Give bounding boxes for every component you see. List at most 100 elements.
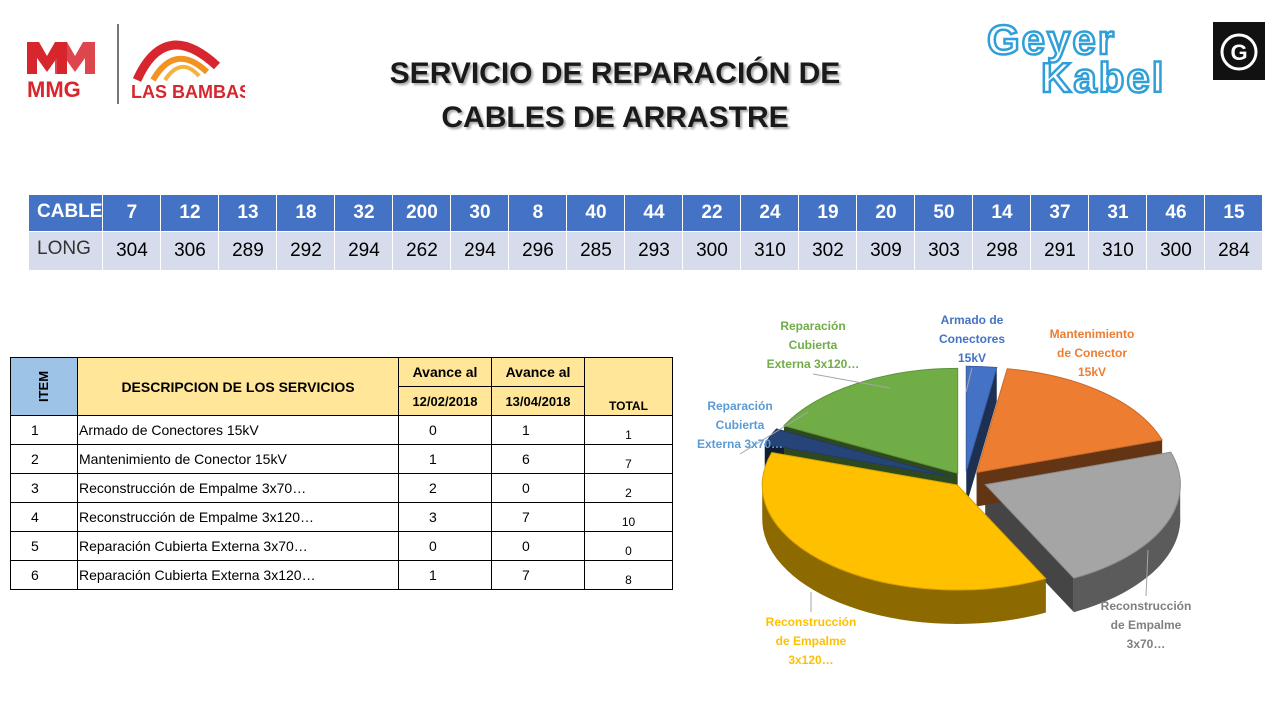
title-line-1: SERVICIO DE REPARACIÓN DE [389,57,841,90]
page-title: SERVICIO DE REPARACIÓN DE CABLES DE ARRA… [330,52,900,140]
progress-date-1: 12/02/2018 [398,386,492,416]
cable-id-cell: 15 [1204,194,1264,232]
cable-length-cell: 300 [1146,231,1206,271]
service-item-cell: 1 [10,415,78,445]
cable-length-cell: 303 [914,231,974,271]
pie-leader-line [1145,549,1149,597]
cable-id-cell: 8 [508,194,568,232]
total-header: TOTAL [584,357,673,416]
service-progress-1-cell: 1 [398,444,492,474]
g-logo: G [1213,22,1265,80]
pie-slice [975,368,1163,474]
service-progress-1-cell: 0 [398,415,492,445]
pie-slice-side [762,483,1046,624]
cable-length-cell: 293 [624,231,684,271]
service-description-cell: Reparación Cubierta Externa 3x120… [77,560,399,590]
service-row: 2 Mantenimiento de Conector 15kV 1 6 7 [10,444,673,474]
cable-length-cell: 306 [160,231,220,271]
cable-length-cell: 302 [798,231,858,271]
pie-slice [761,452,1047,591]
cable-length-cell: 289 [218,231,278,271]
cable-id-cell: 30 [450,194,510,232]
length-row-label: LONG [27,231,104,271]
cable-length-cell: 291 [1030,231,1090,271]
cable-id-cell: 7 [102,194,162,232]
service-progress-2-cell: 0 [491,473,585,503]
cable-id-cell: 200 [392,194,452,232]
service-row: 5 Reparación Cubierta Externa 3x70… 0 0 0 [10,531,673,561]
pie-slice-label: Mantenimiento de Conector 15kV [1050,327,1135,379]
cable-id-cell: 46 [1146,194,1206,232]
cable-id-cell: 14 [972,194,1032,232]
cable-id-cell: 32 [334,194,394,232]
pie-slice-label: Reparación Cubierta Externa 3x120… [767,319,860,371]
service-total-cell: 1 [584,415,673,445]
cable-length-cell: 294 [450,231,510,271]
g-logo-text: G [1230,40,1247,65]
cable-id-cell: 12 [160,194,220,232]
las-bambas-text: LAS BAMBAS [131,82,245,102]
pie-slice [984,451,1181,579]
cable-row: CABLE 7 12 13 18 32 200 30 8 40 44 22 24 19 20 50 14 37 3… [27,194,1264,232]
cable-length-cell: 298 [972,231,1032,271]
kabel-text: Kabel [1041,54,1165,100]
cable-length-cell: 292 [276,231,336,271]
service-total-cell: 7 [584,444,673,474]
geyer-kabel-logo: Geyer Kabel [986,15,1165,100]
geyer-text: Geyer [987,16,1116,63]
cable-length-cell: 300 [682,231,742,271]
service-description-cell: Reconstrucción de Empalme 3x120… [77,502,399,532]
cable-id-cell: 24 [740,194,800,232]
service-progress-2-cell: 6 [491,444,585,474]
cable-length-cell: 310 [740,231,800,271]
pie-slice [783,367,959,475]
service-row: 6 Reparación Cubierta Externa 3x120… 1 7 8 [10,560,673,590]
cable-id-cell: 44 [624,194,684,232]
cable-id-cell: 18 [276,194,336,232]
cable-length-cell: 262 [392,231,452,271]
service-total-cell: 2 [584,473,673,503]
mmg-text: MMG [27,77,81,102]
cable-length-cell: 285 [566,231,626,271]
service-progress-2-cell: 1 [491,415,585,445]
pie-slice [965,365,998,472]
cable-id-cell: 50 [914,194,974,232]
cable-id-cell: 20 [856,194,916,232]
pie-slice-label: Reconstrucción de Empalme 3x120… [766,615,857,667]
service-progress-1-cell: 3 [398,502,492,532]
service-description-cell: Mantenimiento de Conector 15kV [77,444,399,474]
service-row: 1 Armado de Conectores 15kV 0 1 1 [10,415,673,445]
cable-length-table: CABLE 7 12 13 18 32 200 30 8 40 44 22 24 19 20 50 14 37 3… [27,194,1264,271]
length-row: LONG 304 306 289 292 294 262 294 296 285 293 300 31… [27,231,1264,271]
service-item-cell: 5 [10,531,78,561]
cable-length-cell: 294 [334,231,394,271]
service-item-cell: 2 [10,444,78,474]
cable-length-cell: 284 [1204,231,1264,271]
services-pie-chart: Armado de Conectores 15kV Mantenimiento de C… [697,313,1192,667]
service-description-cell: Armado de Conectores 15kV [77,415,399,445]
cable-id-cell: 19 [798,194,858,232]
cable-id-cell: 13 [218,194,278,232]
title-line-2: CABLES DE ARRASTRE [441,101,789,134]
cable-length-cell: 304 [102,231,162,271]
service-progress-2-cell: 0 [491,531,585,561]
cable-length-cell: 310 [1088,231,1148,271]
service-row: 4 Reconstrucción de Empalme 3x120… 3 7 10 [10,502,673,532]
cable-id-cell: 22 [682,194,742,232]
progress-header-2: Avance al [491,357,585,387]
cable-id-cell: 31 [1088,194,1148,232]
pie-leader-line [812,373,891,389]
pie-slice-label: Reconstrucción de Empalme 3x70… [1101,599,1192,651]
mmg-las-bambas-logo: MMG LAS BAMBAS [27,24,245,104]
pie-slice-label: Armado de Conectores 15kV [939,313,1005,365]
description-header: DESCRIPCION DE LOS SERVICIOS [77,357,399,416]
service-item-cell: 6 [10,560,78,590]
pie-leader-line [965,367,973,393]
progress-header-1: Avance al [398,357,492,387]
cable-id-cell: 37 [1030,194,1090,232]
service-progress-1-cell: 1 [398,560,492,590]
services-table: ITEM DESCRIPCION DE LOS SERVICIOS Avance… [10,357,673,590]
pie-slice [763,428,951,478]
pie-slice-edge [966,367,997,506]
service-progress-1-cell: 2 [398,473,492,503]
